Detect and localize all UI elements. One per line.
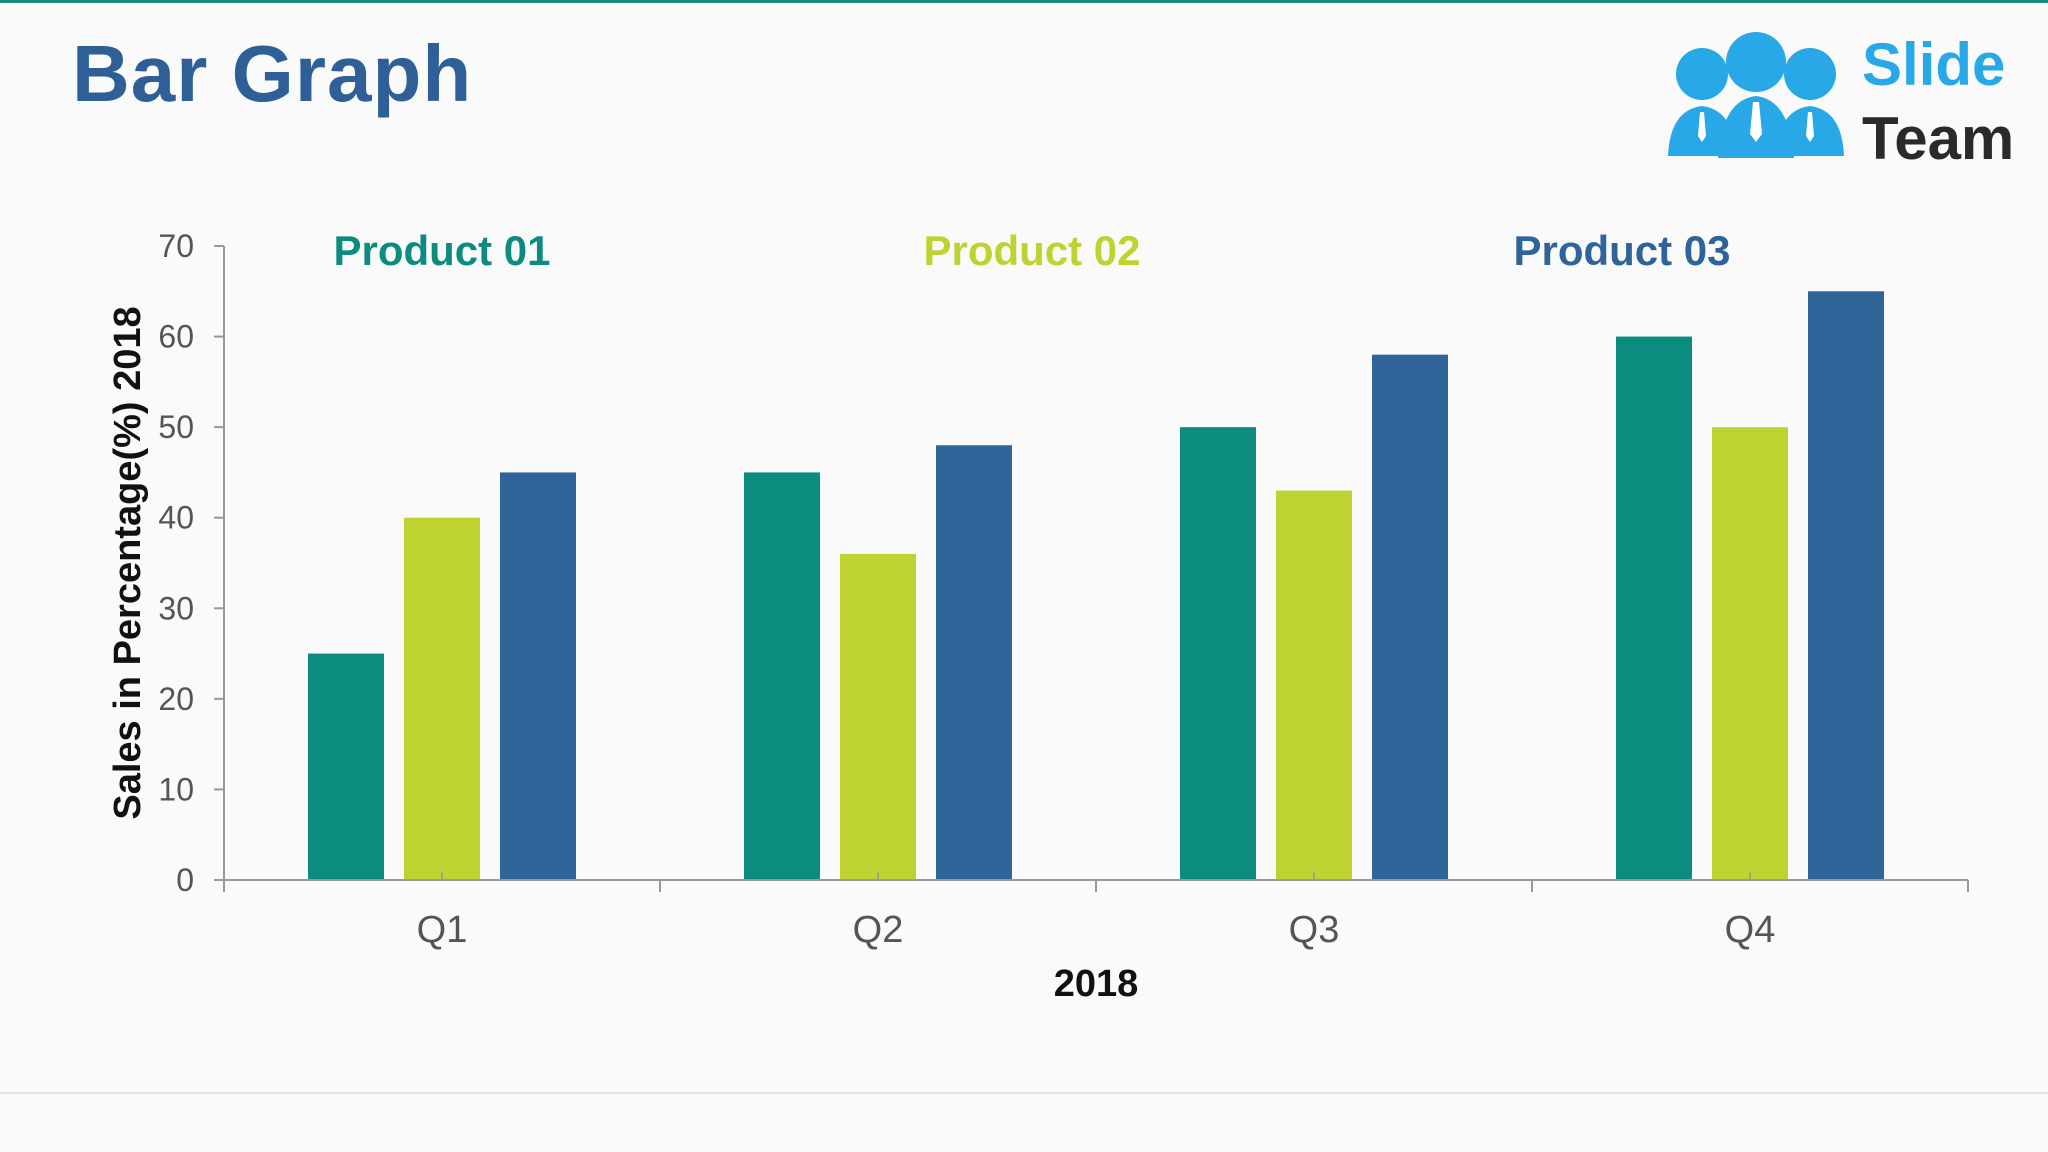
bar-product-02-q1 bbox=[404, 517, 480, 880]
logo-text-slide: Slide bbox=[1862, 31, 2006, 98]
y-tick-label: 30 bbox=[158, 590, 194, 626]
bottom-divider bbox=[0, 1092, 2048, 1094]
bars-group bbox=[308, 291, 1884, 881]
slideteam-logo-icon bbox=[1668, 32, 1844, 158]
bar-product-01-q2 bbox=[744, 472, 820, 880]
y-axis-title: Sales in Percentage(%) 2018 bbox=[107, 306, 149, 819]
x-tick-label-q2: Q2 bbox=[853, 909, 904, 951]
x-tick-label-q1: Q1 bbox=[417, 909, 468, 951]
bar-product-01-q4 bbox=[1616, 336, 1692, 881]
bar-product-02-q4 bbox=[1712, 427, 1788, 880]
bar-product-01-q1 bbox=[308, 653, 384, 880]
x-tick-label-q4: Q4 bbox=[1725, 909, 1776, 951]
logo-text-team: Team bbox=[1862, 105, 2015, 172]
bar-product-01-q3 bbox=[1180, 427, 1256, 880]
legend-item-product-02: Product 02 bbox=[923, 227, 1140, 274]
bar-product-03-q1 bbox=[500, 472, 576, 880]
x-tick-label-q3: Q3 bbox=[1289, 909, 1340, 951]
page-title: Bar Graph bbox=[72, 29, 473, 118]
y-tick-label: 50 bbox=[158, 409, 194, 445]
chart-axes: 0 10 20 30 40 50 60 70 Q1 Q2 Q3 Q4 bbox=[158, 228, 1969, 951]
legend-item-product-03: Product 03 bbox=[1513, 227, 1730, 274]
bar-product-02-q2 bbox=[840, 553, 916, 880]
y-tick-label: 40 bbox=[158, 500, 194, 536]
y-tick-label: 0 bbox=[176, 862, 194, 898]
bar-product-03-q4 bbox=[1808, 291, 1884, 880]
bar-product-03-q3 bbox=[1372, 354, 1448, 881]
top-accent-rule bbox=[0, 0, 2048, 3]
bar-product-03-q2 bbox=[936, 445, 1012, 880]
y-tick-label: 70 bbox=[158, 228, 194, 264]
chart-legend: Product 01 Product 02 Product 03 bbox=[333, 227, 1730, 274]
y-tick-label: 20 bbox=[158, 681, 194, 717]
y-tick-label: 10 bbox=[158, 771, 194, 807]
x-axis-title: 2018 bbox=[1054, 963, 1139, 1005]
bar-product-02-q3 bbox=[1276, 490, 1352, 880]
y-tick-label: 60 bbox=[158, 319, 194, 355]
legend-item-product-01: Product 01 bbox=[333, 227, 550, 274]
